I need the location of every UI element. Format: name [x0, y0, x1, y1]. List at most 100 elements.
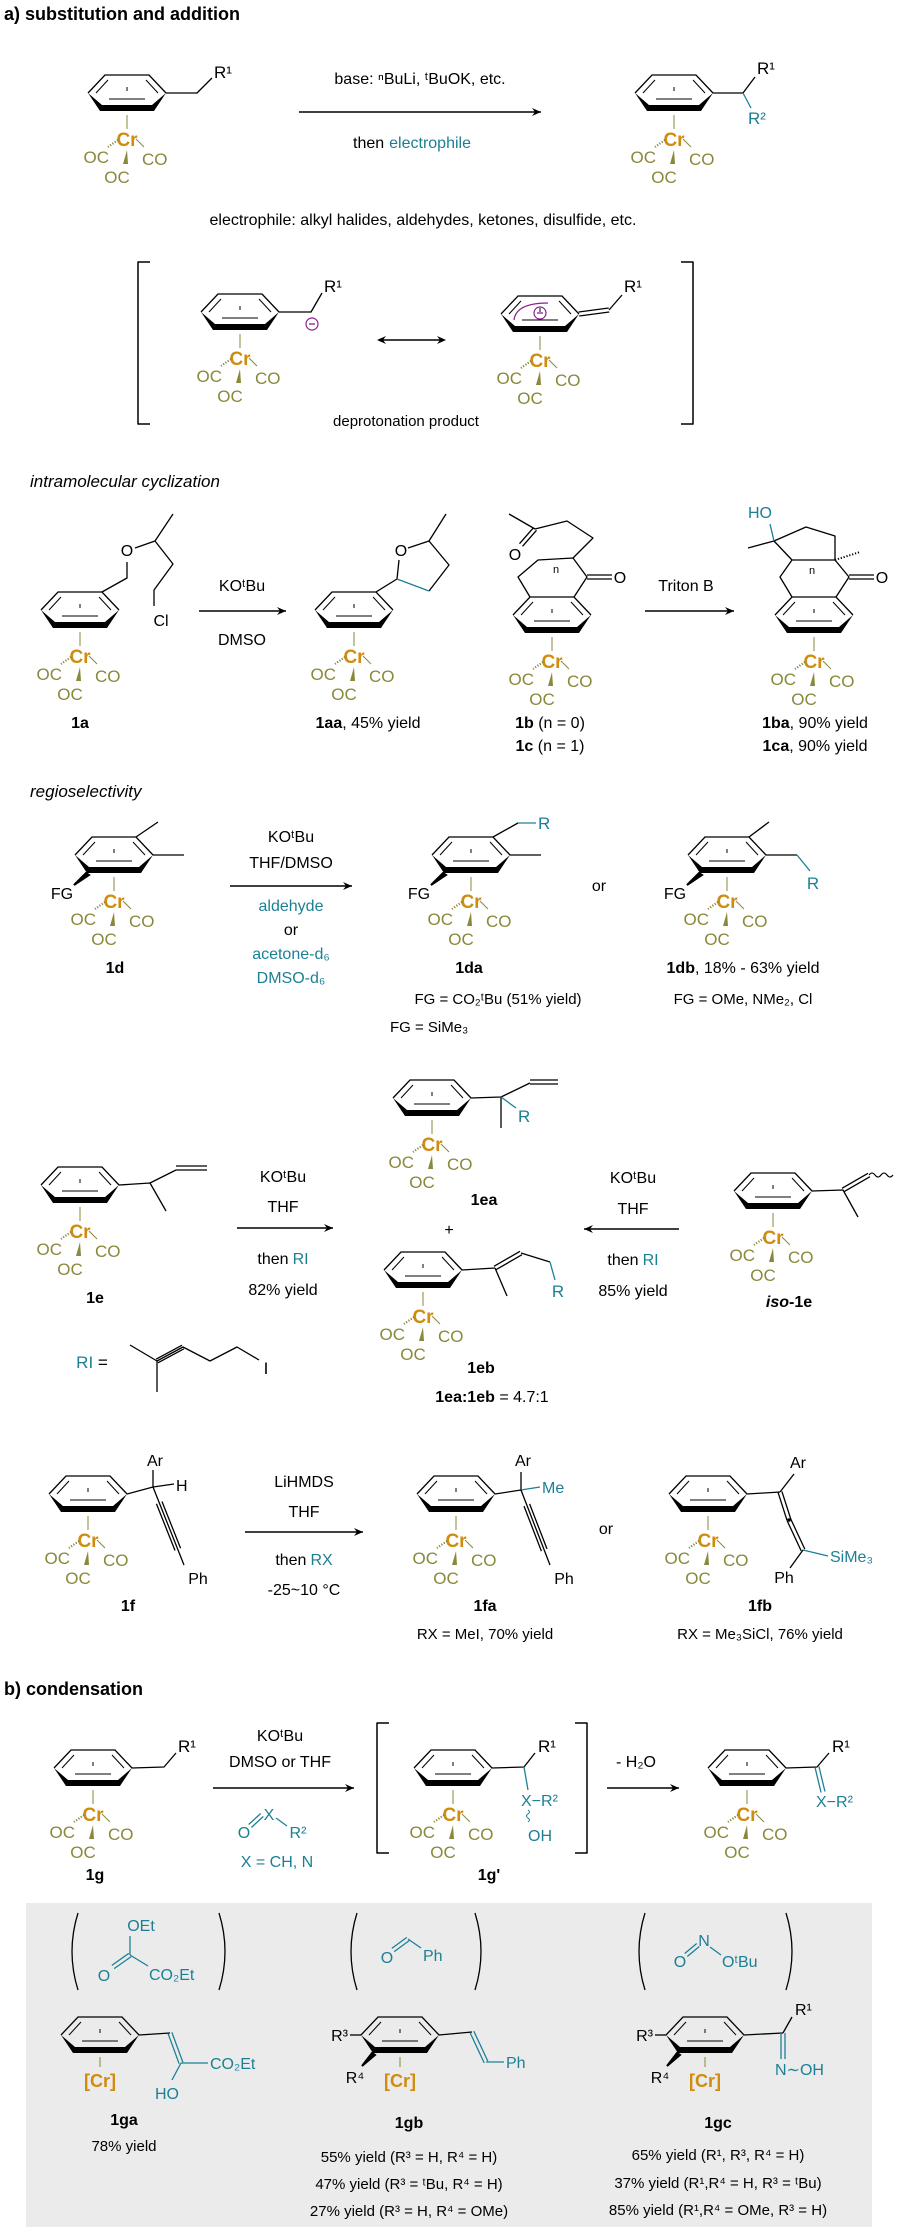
compound-label: 1f [121, 1598, 136, 1615]
hashed-bond [68, 1540, 80, 1549]
label: FG = SiMe₃ [390, 1019, 468, 1036]
carbonyl-ligand-text: OC [389, 1153, 415, 1172]
label: O [509, 547, 521, 564]
hashed-bond [688, 1540, 700, 1549]
bond [438, 2031, 473, 2036]
chromium-label: Cr [343, 647, 365, 668]
ring-inner-bond [765, 1754, 779, 1769]
ring-inner-bond [322, 596, 336, 611]
compound-label-text: 1gb [395, 2115, 424, 2132]
bond [275, 1817, 288, 1827]
double-bond [579, 311, 610, 317]
wedge-bond [686, 871, 704, 886]
arene-ring [74, 836, 154, 873]
ring-inner-bond [48, 1171, 62, 1186]
carbonyl-ligand-text: CO [723, 1551, 749, 1570]
double-bond [522, 529, 537, 547]
compound-label-text: 1ga [110, 2112, 138, 2129]
carbonyl-ligand: OC [448, 930, 474, 949]
arrowhead-icon [670, 1784, 679, 1792]
carbonyl-ligand-text: OC [730, 1246, 756, 1265]
label: KOᵗBu [610, 1170, 656, 1187]
arene-ring [383, 1251, 463, 1288]
label: R [552, 1282, 564, 1301]
carbonyl-ligand: OC [37, 1240, 63, 1259]
ring-size-n-text: n [809, 565, 815, 577]
bond [773, 526, 836, 561]
ring-front-edge [501, 314, 579, 332]
isomer-ratio: 1ea:1eb = 4.7:1 [435, 1389, 549, 1406]
label-text: THF [288, 1504, 319, 1521]
bond [716, 1539, 726, 1549]
arene-ring [360, 2016, 440, 2053]
ring-front-edge [635, 93, 713, 111]
yield-entry-text: 27% yield (R³ = H, R⁴ = OMe) [310, 2203, 508, 2220]
arene-ring [665, 2016, 745, 2053]
bond [248, 357, 258, 367]
arene-ring [40, 1166, 120, 1203]
carbonyl-ligand-text: OC [750, 1266, 776, 1285]
yield-entry: 85% yield (R¹,R⁴ = OMe, R³ = H) [609, 2202, 827, 2219]
bond [811, 1189, 859, 1218]
triple-bond [152, 1486, 185, 1566]
arrowhead-icon [532, 108, 541, 116]
carbonyl-ligand: OC [50, 1823, 76, 1842]
compound-label-text: 1c [516, 738, 534, 755]
ring-edge [360, 2016, 440, 2036]
label: OEt [127, 1918, 155, 1935]
ring-front-edge [669, 1494, 747, 1512]
ring-inner-bond [782, 601, 796, 616]
regioselectivity-title: regioselectivity [30, 782, 143, 801]
wedge-bond [73, 871, 91, 886]
label: FG = OMe, NMe₂, Cl [674, 991, 813, 1008]
ring-size-n: n [553, 564, 559, 576]
ring-edge [431, 836, 511, 856]
carbonyl-ligand: OC [704, 930, 730, 949]
carbonyl-ligand-text: CO [447, 1155, 473, 1174]
label-text: RI [643, 1252, 659, 1269]
ring-front-edge [393, 1098, 471, 1116]
triple-bond [523, 1505, 543, 1552]
fg-label: FG [51, 886, 73, 903]
label-text: HO [748, 505, 772, 522]
label: SiMe₃ [830, 1549, 873, 1566]
label: Ar [515, 1453, 532, 1470]
wedge-bond [704, 1551, 709, 1565]
carbonyl-ligand-text: OC [57, 1260, 83, 1279]
ring-inner-bond [118, 2021, 132, 2036]
label: Cl [153, 613, 168, 630]
label: KOᵗBu [260, 1169, 306, 1186]
arene-ring [512, 596, 592, 633]
compound-label-text: 1db [667, 960, 696, 977]
carbonyl-ligand-text: OC [509, 670, 535, 689]
hashed-bond [107, 139, 119, 148]
chromium-label: Cr [697, 1531, 719, 1552]
chromium-label-text: Cr [716, 892, 738, 913]
ring-front-edge [75, 855, 153, 873]
wedge-bond [743, 1825, 748, 1839]
bond [131, 1752, 177, 1769]
bond [101, 1813, 111, 1823]
label-text: OEt [127, 1918, 155, 1935]
label: HO [748, 505, 772, 522]
wedge-bond [110, 912, 115, 926]
arene-ring [668, 1475, 748, 1512]
bond [608, 294, 623, 311]
carbonyl-ligand-text: CO [742, 912, 768, 931]
isomer-ratio-text: 1ea:1eb [435, 1389, 495, 1406]
ring-edge [40, 1166, 120, 1186]
carbonyl-ligand: CO [95, 1242, 121, 1261]
ring-inner-bond [692, 79, 706, 94]
bond [166, 77, 213, 94]
compound-label-text: 1e [86, 1290, 104, 1307]
hashed-bond [794, 661, 806, 670]
compound-label: 1c (n = 1) [516, 738, 585, 755]
bond [279, 292, 323, 313]
label: R³ [331, 2028, 349, 2045]
ring-edge [512, 596, 592, 616]
label: THF [288, 1504, 319, 1521]
allene-center-dot [787, 1518, 791, 1522]
hashed-bond [834, 551, 861, 561]
label: 82% yield [248, 1282, 317, 1299]
ring-inner-bond [111, 1754, 125, 1769]
